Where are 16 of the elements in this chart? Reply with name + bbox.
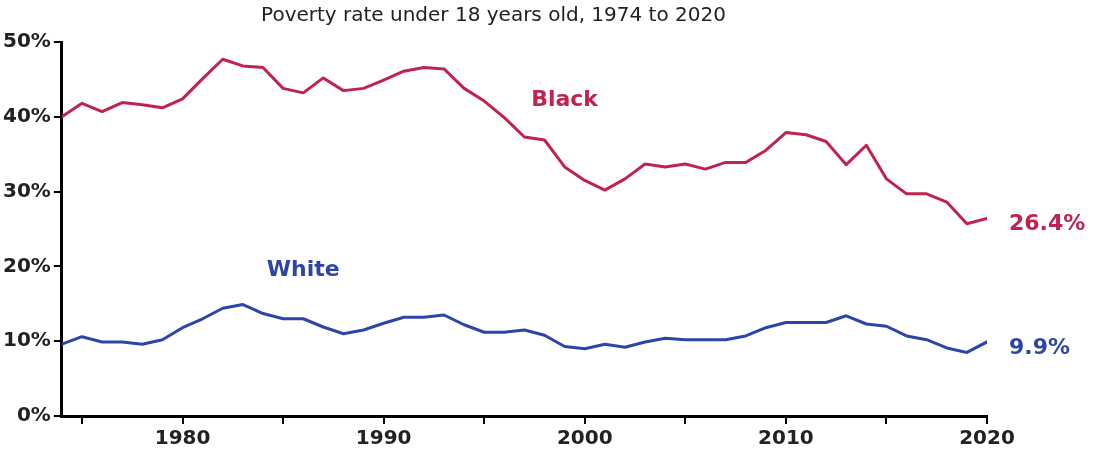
y-tick-label: 10% [3, 327, 51, 352]
y-tick-label: 0% [16, 402, 51, 427]
x-tick-label: 2010 [758, 425, 814, 450]
chart-title: Poverty rate under 18 years old, 1974 to 2020 [261, 2, 726, 27]
y-tick-label: 30% [3, 177, 51, 202]
series-label: White [266, 256, 340, 282]
data-label: 9.9% [1009, 333, 1071, 359]
data-label: 26.4% [1009, 210, 1086, 236]
y-tick-label: 20% [3, 252, 51, 277]
x-tick-label: 1980 [154, 425, 211, 450]
x-tick-label: 2000 [556, 425, 613, 450]
y-tick-label: 50% [3, 28, 51, 53]
x-tick-label: 2020 [959, 425, 1015, 450]
series-label: Black [531, 85, 600, 111]
x-tick-label: 1990 [355, 425, 412, 450]
y-tick-label: 40% [3, 103, 51, 127]
